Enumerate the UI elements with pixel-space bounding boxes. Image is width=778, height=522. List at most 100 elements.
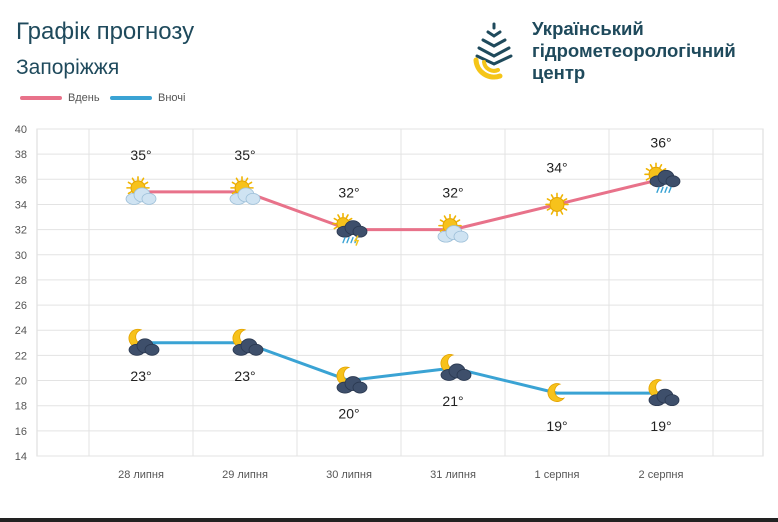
y-tick-label: 40 — [15, 124, 27, 136]
night-temp-label: 20° — [338, 406, 359, 422]
night-temp-label: 21° — [442, 393, 463, 409]
x-tick-label: 30 липня — [326, 469, 372, 481]
night-temp-label: 23° — [130, 368, 151, 384]
moon-crescent — [547, 383, 566, 402]
sun-ray — [141, 177, 145, 182]
y-tick-label: 24 — [15, 325, 27, 337]
sun-cloud-icon — [229, 176, 261, 205]
sun-cloud-icon — [125, 176, 157, 205]
moon-icon — [547, 383, 566, 402]
sun-ray — [245, 177, 249, 182]
y-tick-label: 22 — [15, 350, 27, 362]
sun-ray — [456, 219, 461, 223]
moon-cloud-icon — [648, 379, 680, 407]
y-tick-label: 30 — [15, 250, 27, 262]
sun-ray — [649, 163, 653, 169]
sun-ray — [550, 194, 554, 199]
night-temp-label: 19° — [650, 418, 671, 434]
y-tick-label: 34 — [15, 199, 27, 211]
rain-drop — [342, 236, 346, 244]
day-temp-label: 35° — [130, 147, 151, 163]
day-temp-label: 32° — [442, 185, 463, 201]
x-tick-label: 2 серпня — [639, 469, 684, 481]
sun-ray — [235, 177, 239, 182]
logo-line-3: центр — [532, 62, 586, 83]
sun-ray — [560, 210, 564, 215]
cloud-puff — [248, 343, 264, 356]
day-temp-label: 34° — [546, 159, 567, 175]
day-temp-label: 35° — [234, 147, 255, 163]
sun-ray — [337, 214, 341, 219]
moon-cloud-icon — [440, 354, 472, 381]
y-tick-label: 14 — [15, 451, 27, 463]
legend-label-day: Вдень — [68, 92, 100, 104]
sun-icon — [545, 192, 569, 217]
logo-line-1: Український — [532, 18, 644, 39]
cloud-puff — [245, 192, 261, 205]
cloud-puff — [144, 343, 160, 356]
night-temp-label: 23° — [234, 368, 255, 384]
x-tick-label: 28 липня — [118, 469, 164, 481]
sun-ray — [127, 181, 132, 185]
sun-ray — [546, 198, 551, 202]
chart-title: Графік прогнозу — [16, 18, 195, 45]
lightning-bolt — [353, 235, 360, 246]
sun-ray — [333, 226, 338, 230]
city-name: Запоріжжя — [16, 56, 120, 79]
x-tick-label: 31 липня — [430, 469, 476, 481]
sun-ray — [443, 215, 447, 220]
y-tick-label: 36 — [15, 174, 27, 186]
cloud-puff — [352, 225, 368, 238]
sun-cloud-icon — [437, 213, 469, 243]
moon-cloud-icon — [232, 328, 264, 356]
rain-drop — [664, 186, 668, 194]
x-tick-label: 29 липня — [222, 469, 268, 481]
night-temperature-line — [139, 341, 663, 395]
cloud-puff — [453, 230, 469, 243]
cloud-puff — [352, 381, 368, 394]
moon-cloud-icon — [336, 366, 368, 394]
rain-drop — [656, 186, 660, 194]
cloud-puff — [664, 394, 680, 407]
sun-disc — [549, 196, 565, 212]
legend-item-day[interactable]: Вдень — [20, 92, 100, 104]
rain-drop — [350, 236, 354, 244]
sun-ray — [645, 177, 650, 181]
day-temp-label: 36° — [650, 134, 671, 150]
sun-ray — [550, 210, 554, 215]
legend-item-night[interactable]: Вночі — [110, 92, 185, 104]
day-temp-label: 32° — [338, 185, 359, 201]
sun-ray — [453, 215, 457, 220]
y-tick-label: 20 — [15, 376, 27, 388]
sun-ray — [231, 191, 236, 195]
sun-ray — [333, 217, 338, 221]
sun-ray — [659, 163, 663, 169]
sun-ray — [131, 177, 135, 182]
sun-ray — [439, 228, 444, 232]
sun-ray — [439, 219, 444, 223]
thunderstorm-rain-icon — [332, 212, 368, 246]
sun-ray — [563, 207, 568, 211]
sun-ray — [248, 181, 253, 185]
y-tick-label: 26 — [15, 300, 27, 312]
y-tick-label: 16 — [15, 426, 27, 438]
sun-ray — [560, 194, 564, 199]
y-tick-label: 32 — [15, 225, 27, 237]
sun-ray — [345, 214, 349, 219]
sun-ray — [231, 181, 236, 185]
sun-ray — [546, 207, 551, 211]
logo: Український гідрометеорологічний центр — [470, 18, 770, 88]
sun-ray — [563, 198, 568, 202]
sun-ray — [348, 217, 353, 221]
y-tick-label: 18 — [15, 401, 27, 413]
y-tick-label: 28 — [15, 275, 27, 287]
sun-ray — [662, 168, 667, 172]
sun-ray — [645, 168, 650, 172]
y-tick-label: 38 — [15, 149, 27, 161]
sun-ray — [127, 191, 132, 195]
cloud-puff — [665, 175, 681, 188]
cloud-puff — [141, 192, 157, 205]
water-drop-logo-icon — [473, 22, 513, 80]
sun-ray — [144, 181, 149, 185]
